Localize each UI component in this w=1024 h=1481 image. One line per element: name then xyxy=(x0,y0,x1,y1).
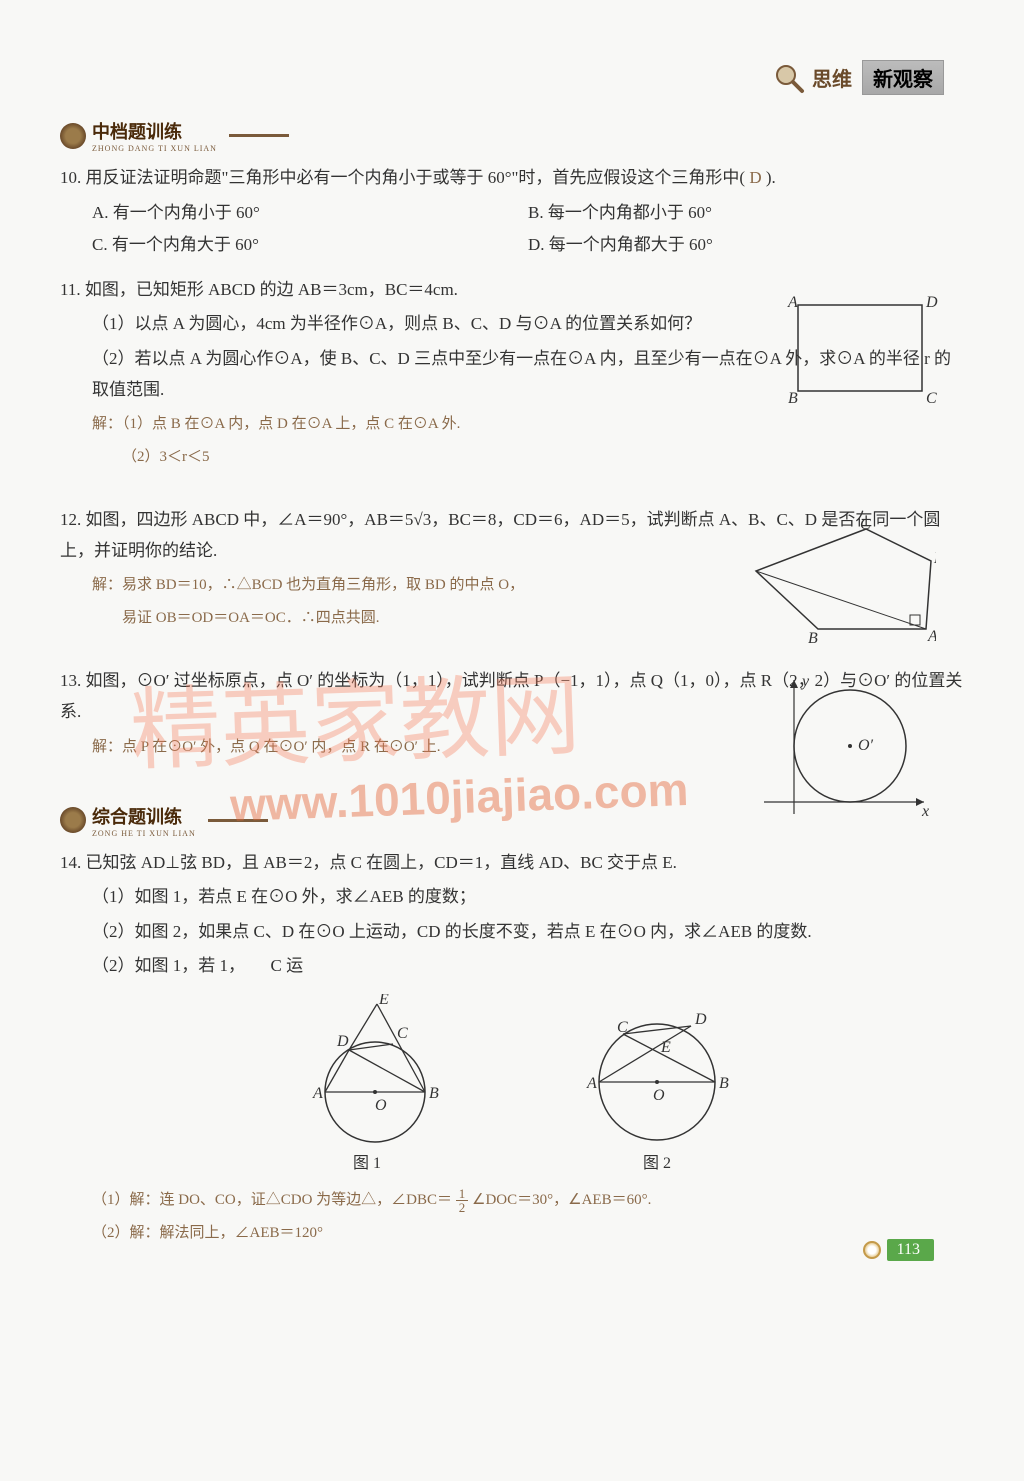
answer-letter: D xyxy=(745,168,766,187)
x-axis-label: x xyxy=(921,803,929,820)
problem-stem-a: 用反证法证明命题"三角形中必有一个内角小于或等于 60°"时，首先应假设这个三角… xyxy=(86,168,746,187)
problem-number: 11. xyxy=(60,280,85,299)
section-rule xyxy=(229,134,289,137)
problem-stem: 如图，已知矩形 ABCD 的边 AB＝3cm，BC＝4cm. xyxy=(85,280,458,299)
problem-stem-b: ). xyxy=(766,168,776,187)
vertex-b: B xyxy=(808,630,818,647)
problem-11: 11. 如图，已知矩形 ABCD 的边 AB＝3cm，BC＝4cm. （1）以点… xyxy=(60,275,964,471)
vertex-e: E xyxy=(660,1039,671,1056)
section-icon xyxy=(60,123,86,149)
vertex-a: A xyxy=(312,1085,323,1102)
section-text: 中档题训练 ZHONG DANG TI XUN LIAN xyxy=(92,118,217,153)
problem-12: 12. 如图，四边形 ABCD 中，∠A＝90°，AB＝5√3，BC＝8，CD＝… xyxy=(60,505,964,632)
brand-prefix: 思维 xyxy=(812,63,852,92)
section-title: 中档题训练 xyxy=(92,118,217,144)
vertex-d: D xyxy=(933,550,936,567)
figure-2-col: O A B C D E 图 2 xyxy=(557,994,757,1179)
problem-number: 13. xyxy=(60,671,86,690)
solution-line-2: （2）3＜r＜5 xyxy=(122,444,964,471)
vertex-d: D xyxy=(925,294,938,311)
figure-row: O A B D C E 图 1 xyxy=(60,994,964,1179)
problem-number: 14. xyxy=(60,853,86,872)
problem-number: 10. xyxy=(60,168,86,187)
section-text: 综合题训练 ZONG HE TI XUN LIAN xyxy=(92,803,196,838)
problem-stem: 已知弦 AD⊥弦 BD，且 AB＝2，点 C 在圆上，CD＝1，直线 AD、BC… xyxy=(86,853,677,872)
subpart-2: （2）如图 2，如果点 C、D 在⊙O 上运动，CD 的长度不变，若点 E 在⊙… xyxy=(92,917,964,948)
figure-quadrilateral: A B C D xyxy=(746,519,936,649)
section-title: 综合题训练 xyxy=(92,803,196,829)
vertex-c: C xyxy=(397,1025,408,1042)
brand-box: 新观察 xyxy=(862,60,944,95)
vertex-b: B xyxy=(788,390,798,407)
figure-2-label: 图 2 xyxy=(643,1150,671,1179)
center-o: O xyxy=(653,1087,665,1104)
option-b: B. 每一个内角都小于 60° xyxy=(528,198,964,229)
section-rule xyxy=(208,819,268,822)
solution-1: （1）解：连 DO、CO，证△CDO 为等边△，∠DBC＝ 1 2 ∠DOC＝3… xyxy=(92,1187,964,1214)
options-grid: A. 有一个内角小于 60° B. 每一个内角都小于 60° C. 有一个内角大… xyxy=(92,198,964,261)
section-subtitle: ZONG HE TI XUN LIAN xyxy=(92,829,196,838)
option-d: D. 每一个内角都大于 60° xyxy=(528,230,964,261)
center-label: O′ xyxy=(858,737,874,754)
vertex-b: B xyxy=(429,1085,439,1102)
vertex-d: D xyxy=(336,1033,349,1050)
section-icon xyxy=(60,807,86,833)
magnifier-icon xyxy=(772,61,806,95)
figure-rectangle: A D B C xyxy=(780,289,940,409)
sol1-a: （1）解：连 DO、CO，证△CDO 为等边△，∠DBC＝ xyxy=(92,1192,452,1208)
page-dot-icon xyxy=(863,1241,881,1259)
problem-13: 13. 如图，⊙O′ 过坐标原点，点 O′ 的坐标为（1，1），试判断点 P（−… xyxy=(60,666,964,760)
section-subtitle: ZHONG DANG TI XUN LIAN xyxy=(92,144,217,153)
vertex-e: E xyxy=(378,994,389,1008)
y-axis-label: y xyxy=(800,674,810,690)
option-c: C. 有一个内角大于 60° xyxy=(92,230,528,261)
vertex-a: A xyxy=(787,294,798,311)
figure-circle-axes: O′ x y xyxy=(764,674,934,824)
page-number: 113 xyxy=(863,1239,934,1261)
section-head-midlevel: 中档题训练 ZHONG DANG TI XUN LIAN xyxy=(60,118,964,153)
figure-1: O A B D C E xyxy=(267,994,467,1144)
frac-bot: 2 xyxy=(459,1201,466,1214)
page: 思维 新观察 中档题训练 ZHONG DANG TI XUN LIAN 10. … xyxy=(0,0,1024,1301)
vertex-c: C xyxy=(860,519,871,533)
problem-14: 14. 已知弦 AD⊥弦 BD，且 AB＝2，点 C 在圆上，CD＝1，直线 A… xyxy=(60,848,964,1247)
brand-header: 思维 新观察 xyxy=(772,60,944,95)
vertex-b: B xyxy=(719,1075,729,1092)
solution-2: （2）解：解法同上，∠AEB＝120° xyxy=(92,1220,964,1247)
solution-line-1: 解：（1）点 B 在⊙A 内，点 D 在⊙A 上，点 C 在⊙A 外. xyxy=(92,411,964,438)
figure-1-col: O A B D C E 图 1 xyxy=(267,994,467,1179)
fraction-half: 1 2 xyxy=(456,1187,469,1214)
vertex-a: A xyxy=(927,628,936,645)
page-badge: 113 xyxy=(887,1239,934,1261)
vertex-c: C xyxy=(926,390,937,407)
vertex-a: A xyxy=(586,1075,597,1092)
center-o: O xyxy=(375,1097,387,1114)
problem-10: 10. 用反证法证明命题"三角形中必有一个内角小于或等于 60°"时，首先应假设… xyxy=(60,163,964,261)
subpart-3: （2）如图 1，若 1， C 运 xyxy=(92,951,964,982)
frac-top: 1 xyxy=(456,1187,469,1201)
figure-1-label: 图 1 xyxy=(353,1150,381,1179)
sol1-b: ∠DOC＝30°，∠AEB＝60°. xyxy=(472,1192,651,1208)
vertex-d: D xyxy=(694,1011,707,1028)
problem-number: 12. xyxy=(60,510,86,529)
figure-2: O A B C D E xyxy=(557,994,757,1144)
option-a: A. 有一个内角小于 60° xyxy=(92,198,528,229)
subpart-1: （1）如图 1，若点 E 在⊙O 外，求∠AEB 的度数； xyxy=(92,882,964,913)
